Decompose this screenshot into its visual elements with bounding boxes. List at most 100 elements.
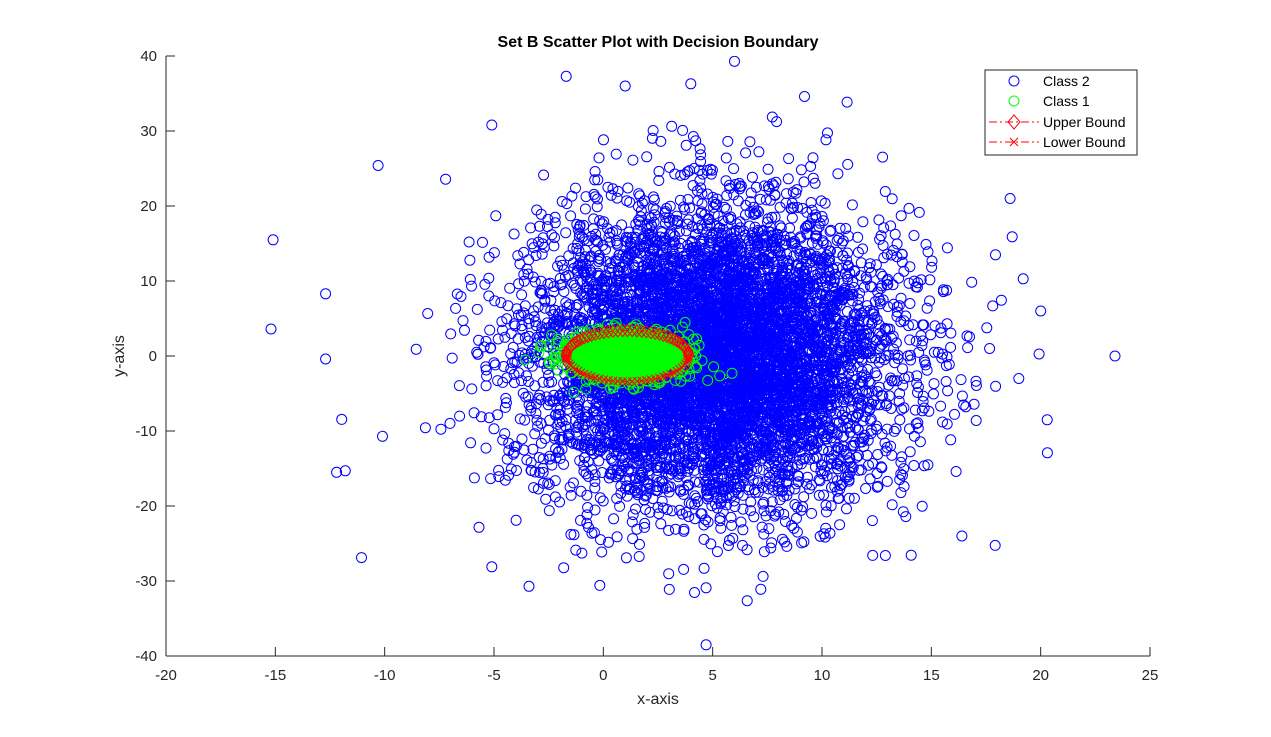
data-point [922,246,934,258]
data-point [466,280,477,292]
data-point [636,234,648,246]
data-point [811,224,823,236]
data-point [689,476,701,488]
data-point [582,502,594,513]
data-point [629,484,640,496]
data-point [731,218,743,230]
data-point [888,425,900,437]
data-point [453,380,465,392]
data-point [924,295,936,307]
data-point [556,392,568,404]
data-point [970,415,982,426]
data-point [782,173,794,185]
data-point [589,234,601,246]
data-point [689,587,700,598]
data-point [463,236,475,248]
data-point [886,193,898,205]
data-point [636,472,648,483]
data-point [533,392,545,404]
data-point [981,322,993,334]
data-point [842,158,854,170]
data-point [500,397,512,409]
data-point [529,276,541,288]
data-point [783,484,795,496]
data-point [936,352,948,364]
data-point [935,400,947,412]
data-point [872,449,884,460]
data-point [549,217,561,229]
data-point [507,341,519,353]
data-point [527,443,539,455]
data-point [956,390,968,402]
data-point [652,485,664,497]
data-point [878,252,890,264]
data-point [614,500,626,512]
data-point [879,186,891,197]
data-point [842,376,854,388]
data-point [808,438,820,450]
data-point [834,519,846,531]
data-point [627,533,639,545]
series-layer [265,56,1121,651]
data-point [788,522,800,534]
data-point [583,521,594,533]
data-point [942,385,954,397]
data-point [695,182,707,194]
data-point [844,452,856,464]
data-point [871,481,883,493]
data-point [818,489,830,501]
data-point [895,487,907,499]
data-point [663,568,675,580]
data-point [817,468,828,480]
data-point [900,511,912,523]
data-point [477,236,488,248]
data-point [573,231,585,243]
data-point [895,456,907,468]
data-point [512,333,524,345]
data-point [518,246,530,258]
data-point [446,352,458,364]
data-point [564,481,576,493]
data-point [464,254,476,266]
data-point [844,467,856,478]
data-point [550,443,562,455]
data-point [634,403,646,415]
data-point [697,168,709,180]
data-point [833,405,845,417]
data-point [537,466,549,478]
data-point [729,501,741,513]
data-point [561,198,573,210]
data-point [581,509,593,521]
data-point [635,211,647,223]
data-point [917,396,929,407]
data-point [758,505,770,517]
data-point [708,196,719,208]
data-point [783,153,795,165]
data-point [744,136,756,148]
data-point [607,183,619,195]
data-point [725,467,737,479]
data-point [523,399,535,411]
data-point [563,394,575,406]
data-point [990,380,1002,392]
data-point [773,506,785,518]
data-point [639,521,650,533]
data-point [737,524,749,536]
data-point [502,300,514,312]
data-point [728,163,740,175]
data-point [894,414,906,426]
data-point [534,220,545,232]
data-point [504,282,516,294]
data-point [890,337,902,349]
data-point [945,434,957,446]
data-point [689,498,701,510]
data-point [945,341,957,353]
data-point [464,273,476,285]
data-point [508,368,520,380]
data-point [920,238,932,250]
data-point [702,188,713,200]
data-point [828,273,840,285]
data-point [865,428,877,440]
data-point [913,206,925,218]
